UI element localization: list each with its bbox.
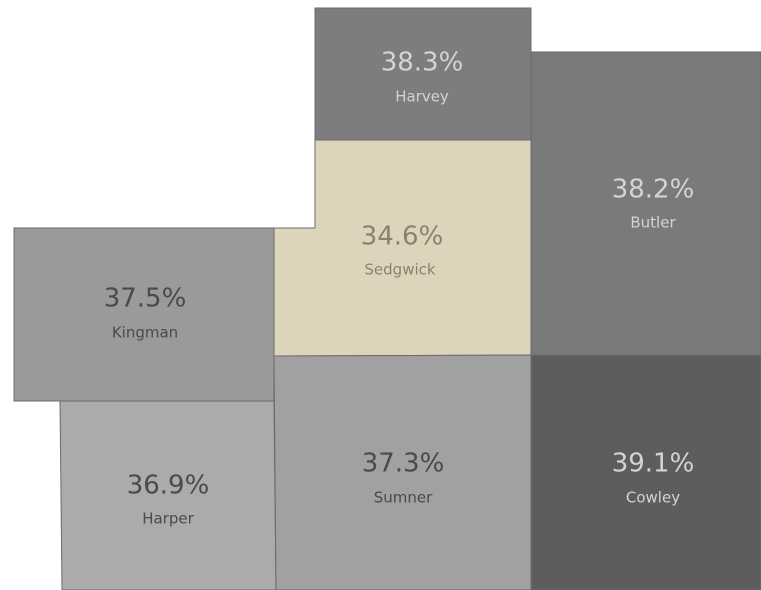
county-name: Kingman bbox=[112, 324, 178, 342]
county-value: 36.9% bbox=[127, 471, 210, 501]
county: 38.2% Butler bbox=[530, 51, 761, 356]
county-name: Sedgwick bbox=[364, 261, 435, 279]
county-name: Butler bbox=[630, 214, 676, 232]
county-name: Harvey bbox=[395, 88, 449, 106]
county: 34.6% Sedgwick bbox=[273, 139, 532, 357]
county: 36.9% Harper bbox=[59, 400, 277, 590]
county: 39.1% Cowley bbox=[530, 354, 761, 590]
county-name: Sumner bbox=[374, 489, 433, 507]
county-name: Cowley bbox=[626, 489, 680, 507]
county: 37.3% Sumner bbox=[273, 354, 532, 590]
county-value: 37.3% bbox=[362, 449, 445, 479]
county-value: 39.1% bbox=[612, 449, 695, 479]
county-shape bbox=[530, 354, 761, 590]
county-shape bbox=[273, 354, 532, 590]
county: 37.5% Kingman bbox=[13, 227, 275, 402]
county: 38.3% Harvey bbox=[314, 7, 532, 141]
county-shape bbox=[13, 227, 275, 402]
county-name: Harper bbox=[142, 510, 194, 528]
county-value: 37.5% bbox=[104, 284, 187, 314]
county-value: 34.6% bbox=[361, 222, 444, 252]
county-shape bbox=[59, 400, 277, 590]
county-value: 38.2% bbox=[612, 175, 695, 205]
county-value: 38.3% bbox=[381, 48, 464, 78]
